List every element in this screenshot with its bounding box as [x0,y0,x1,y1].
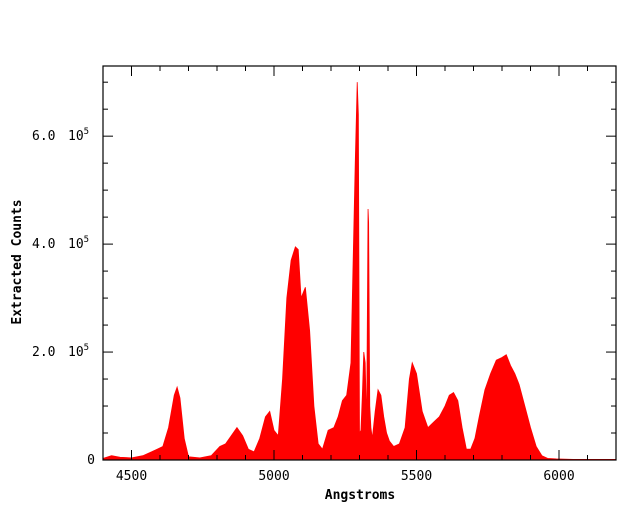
y-axis-title: Extracted Counts [10,199,25,324]
x-tick-label: 5000 [258,469,289,484]
x-tick-label: 5500 [401,469,432,484]
series-layer [102,82,617,461]
tick-layer [102,66,617,461]
spectrum-area [102,82,617,461]
x-axis-title: Angstroms [325,488,395,503]
label-layer: 4500 5000 5500 6000 0 2.0 105 4.0 105 6.0 105 [32,127,575,484]
y-tick-label: 0 [87,453,95,468]
x-tick-label: 6000 [543,469,574,484]
y-tick-label: 6.0 105 [32,127,89,144]
y-tick-label: 4.0 105 [32,235,89,252]
x-tick-label: 4500 [116,469,147,484]
y-tick-label: 2.0 105 [32,343,89,360]
